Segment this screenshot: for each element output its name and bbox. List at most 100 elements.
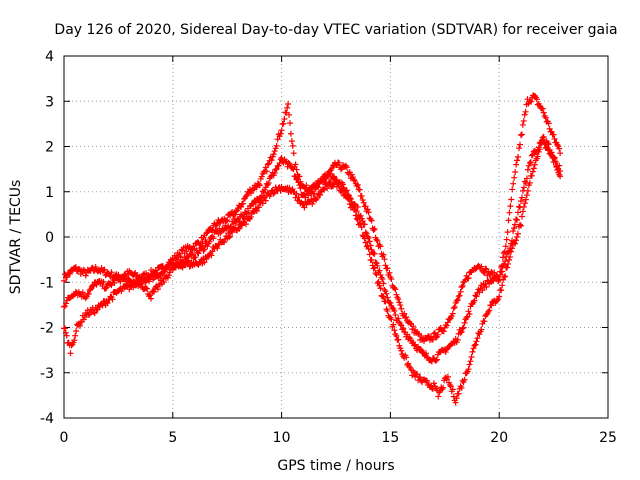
data-point xyxy=(312,185,319,192)
data-point xyxy=(417,374,424,381)
data-point xyxy=(270,190,277,197)
data-point xyxy=(539,134,546,141)
data-point xyxy=(98,301,105,308)
data-point xyxy=(373,236,380,243)
data-point xyxy=(93,281,100,288)
data-point xyxy=(409,326,416,333)
data-point xyxy=(479,287,486,294)
data-point xyxy=(356,220,363,227)
data-point xyxy=(432,357,439,364)
data-point xyxy=(271,170,278,177)
y-tick-label: 4 xyxy=(45,49,54,65)
data-point xyxy=(358,192,365,199)
data-point xyxy=(92,263,99,270)
data-point xyxy=(363,230,370,237)
data-point xyxy=(499,282,506,289)
data-point xyxy=(456,292,463,299)
data-point xyxy=(214,245,221,252)
data-point xyxy=(109,296,116,303)
data-point xyxy=(285,159,292,166)
data-point xyxy=(270,151,277,158)
data-point xyxy=(85,291,92,298)
data-point xyxy=(339,181,346,188)
data-point xyxy=(262,197,269,204)
series-track-1 xyxy=(61,92,564,345)
data-point xyxy=(450,305,457,312)
data-point xyxy=(382,298,389,305)
data-point xyxy=(224,217,231,224)
data-point xyxy=(542,114,549,121)
data-point xyxy=(383,290,390,297)
data-point xyxy=(469,348,476,355)
data-point xyxy=(478,263,485,270)
data-point xyxy=(290,150,297,157)
data-point xyxy=(226,234,233,241)
data-point xyxy=(160,278,167,285)
data-point xyxy=(364,206,371,213)
data-point xyxy=(294,176,301,183)
data-point xyxy=(351,207,358,214)
data-point xyxy=(472,341,479,348)
data-point xyxy=(539,105,546,112)
data-point xyxy=(103,284,110,291)
data-point xyxy=(253,207,260,214)
data-point xyxy=(206,238,213,245)
data-point xyxy=(540,109,547,116)
data-point xyxy=(514,216,521,223)
data-point xyxy=(520,203,527,210)
data-point xyxy=(496,293,503,300)
data-point xyxy=(364,242,371,249)
data-point xyxy=(523,175,530,182)
data-point xyxy=(519,208,526,215)
data-point xyxy=(372,259,379,266)
data-point xyxy=(527,159,534,166)
data-point xyxy=(203,230,210,237)
data-point xyxy=(380,280,387,287)
data-point xyxy=(504,264,511,271)
data-point xyxy=(288,138,295,145)
data-point xyxy=(488,302,495,309)
data-point xyxy=(497,271,504,278)
data-point xyxy=(481,318,488,325)
data-point xyxy=(502,243,509,250)
data-point xyxy=(365,245,372,252)
data-point xyxy=(516,145,523,152)
data-point xyxy=(454,296,461,303)
data-point xyxy=(67,350,74,357)
data-point xyxy=(201,246,208,253)
data-point xyxy=(371,225,378,232)
data-point xyxy=(265,160,272,167)
data-point xyxy=(453,395,460,402)
data-point xyxy=(395,315,402,322)
data-point xyxy=(232,211,239,218)
data-point xyxy=(353,182,360,189)
y-tick-label: -1 xyxy=(40,275,54,291)
data-point xyxy=(290,166,297,173)
data-point xyxy=(317,191,324,198)
data-point xyxy=(516,221,523,228)
data-point xyxy=(371,250,378,257)
y-tick-label: 1 xyxy=(45,185,54,201)
data-point xyxy=(398,347,405,354)
data-point xyxy=(488,268,495,275)
data-point xyxy=(186,263,193,270)
data-point xyxy=(443,322,450,329)
data-point xyxy=(526,179,533,186)
data-point xyxy=(403,314,410,321)
data-point xyxy=(450,393,457,400)
data-point xyxy=(551,135,558,142)
data-point xyxy=(393,291,400,298)
data-point xyxy=(165,272,172,279)
data-point xyxy=(265,180,272,187)
data-point xyxy=(154,286,161,293)
data-point xyxy=(520,117,527,124)
data-point xyxy=(466,361,473,368)
data-point xyxy=(101,266,108,273)
x-tick-label: 0 xyxy=(60,430,69,446)
data-point xyxy=(90,283,97,290)
data-point xyxy=(513,161,520,168)
data-point xyxy=(371,264,378,271)
data-point xyxy=(208,252,215,259)
data-point xyxy=(522,108,529,115)
